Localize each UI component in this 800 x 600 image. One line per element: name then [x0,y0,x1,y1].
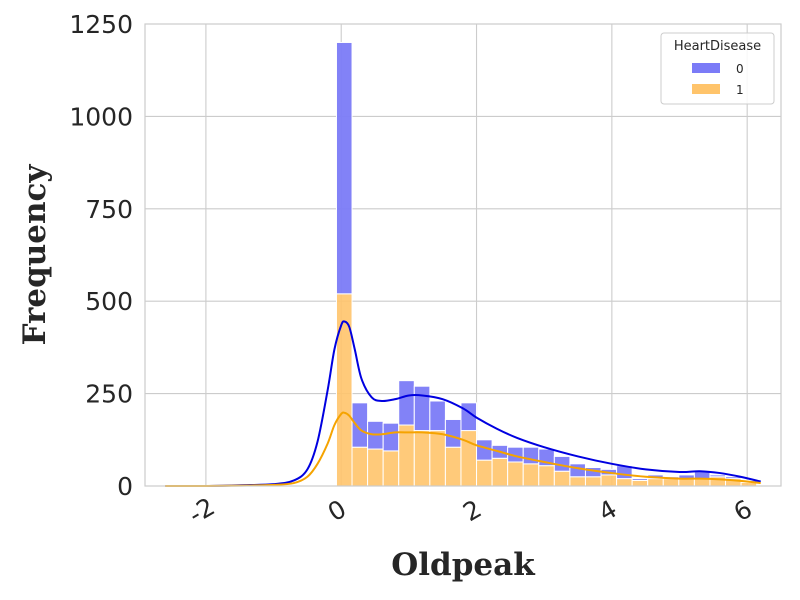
bar-heartdisease-1 [538,465,555,487]
y-tick-label: 750 [85,195,133,224]
legend-swatch [692,63,720,73]
bar-heartdisease-0 [709,474,727,478]
legend: HeartDisease 01 [660,32,775,105]
legend-label: 0 [736,62,744,76]
legend-items: 01 [692,62,744,97]
bar-heartdisease-1 [351,446,369,487]
plot-frame [144,23,782,487]
bar-heartdisease-1 [584,476,602,487]
bar-heartdisease-1 [398,424,415,487]
x-tick-label: -2 [184,492,220,530]
bar-heartdisease-0 [569,463,586,478]
bar-heartdisease-0 [444,418,462,448]
bar-heartdisease-0 [382,422,400,452]
legend-label: 1 [736,83,744,97]
bar-heartdisease-1 [367,448,384,487]
y-tick-label: 0 [117,472,133,501]
y-tick-label: 500 [85,287,133,316]
bar-heartdisease-1 [413,430,431,487]
y-tick-label: 1000 [69,102,133,131]
bar-heartdisease-1 [444,446,462,487]
y-tick-label: 1250 [69,10,133,39]
bar-heartdisease-1 [647,478,664,487]
x-tick-label: 6 [729,494,757,527]
bar-heartdisease-0 [351,402,369,448]
bar-heartdisease-1 [507,461,524,487]
bar-heartdisease-1 [631,479,649,487]
bar-heartdisease-1 [429,430,446,487]
bar-heartdisease-1 [600,474,618,487]
bar-heartdisease-1 [569,476,586,487]
bar-heartdisease-1 [662,478,680,487]
legend-title: HeartDisease [674,39,761,54]
bar-heartdisease-0 [413,385,431,432]
bar-heartdisease-1 [553,470,571,487]
x-tick-label: 0 [323,494,351,527]
bar-heartdisease-0 [398,380,415,426]
bar-heartdisease-1 [616,478,633,487]
bar-heartdisease-1 [382,450,400,487]
kde-line-heartdisease-1 [165,411,761,488]
x-axis-label: Oldpeak [391,547,536,583]
bar-heartdisease-0 [335,41,353,295]
bar-heartdisease-0 [429,400,446,432]
y-tick-labels: 0 250 500 750 1000 1250 [69,10,133,501]
legend-swatch [692,84,720,94]
y-tick-label: 250 [85,380,133,409]
bar-heartdisease-1 [491,457,509,487]
bar-heartdisease-0 [631,478,649,481]
bar-heartdisease-1 [335,293,353,487]
bar-heartdisease-1 [476,459,493,487]
bar-heartdisease-1 [522,463,540,487]
kde-curves [165,320,761,488]
kde-line-heartdisease-0 [165,320,761,488]
x-tick-labels: -2 0 2 4 6 [184,492,757,530]
y-axis-label: Frequency [17,164,53,346]
x-tick-label: 2 [458,494,486,527]
x-tick-label: 4 [593,494,621,527]
histogram-bars [164,41,758,487]
bar-heartdisease-1 [678,478,695,487]
